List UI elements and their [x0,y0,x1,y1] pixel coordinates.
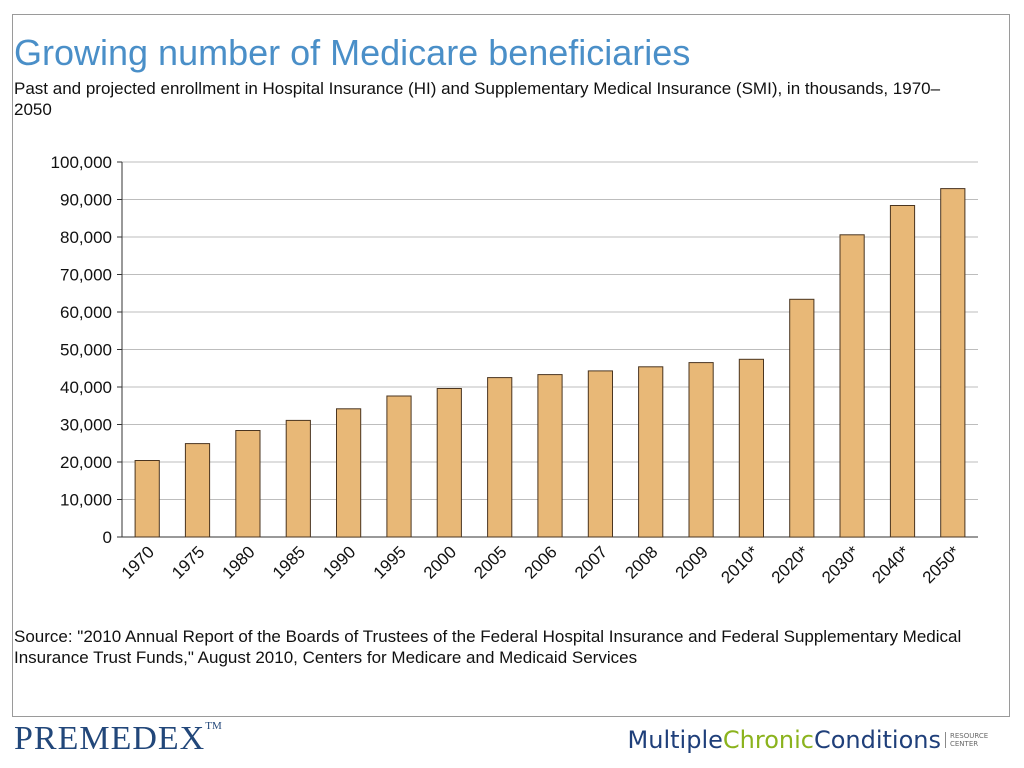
y-tick-label: 20,000 [60,453,112,472]
x-tick-label: 1990 [319,542,359,582]
x-tick-label: 1975 [168,542,208,582]
mcc-logo-word-conditions: Conditions [813,726,941,754]
bar-2006 [537,374,563,538]
y-tick-label: 80,000 [60,228,112,247]
bar-1995 [386,395,412,538]
x-tick-label: 1970 [118,542,158,582]
bar-2010-projected [738,358,764,538]
bar-1970 [134,460,160,538]
premedex-logo-text: PREMEDEX [14,720,206,757]
x-tick-label: 2008 [621,542,661,582]
multiple-chronic-conditions-logo: MultipleChronicConditions RESOURCE CENTER [628,726,994,754]
premedex-trademark: TM [205,720,222,732]
x-tick-label: 2007 [571,542,611,582]
mcc-logo-center: CENTER [950,740,979,748]
bar-1980 [235,430,261,538]
chart-source-note: Source: "2010 Annual Report of the Board… [14,627,962,667]
x-tick-label: 1980 [219,542,259,582]
y-tick-label: 100,000 [51,153,112,172]
x-tick-label: 2010* [717,542,762,587]
y-tick-label: 90,000 [60,191,112,210]
bar-2050-projected [940,188,966,538]
bar-chart: 0 10,000 20,000 30,000 40,000 50,000 60,000 70,… [51,153,978,587]
x-tick-label: 2006 [521,542,561,582]
bar-2008 [638,366,664,538]
x-tick-label: 2030* [818,542,863,587]
mcc-logo-resource-center: RESOURCE CENTER [945,732,994,748]
x-tick-label: 1985 [269,542,309,582]
y-tick-label: 70,000 [60,266,112,285]
chart-title: Growing number of Medicare beneficiaries [14,32,691,73]
bar-2005 [487,377,513,538]
x-tick-label: 2000 [420,542,460,582]
bar-2000 [436,388,462,538]
premedex-logo: PREMEDEXTM [14,720,222,758]
mcc-logo-word-chronic: Chronic [722,726,814,754]
bar-1975 [184,443,211,538]
y-tick-label: 40,000 [60,378,112,397]
bar-1985 [285,419,311,538]
x-tick-label: 1995 [370,542,410,582]
y-tick-label: 60,000 [60,303,112,322]
mcc-logo-word-multiple: Multiple [627,726,723,754]
y-tick-label: 50,000 [60,341,112,360]
x-tick-label: 2050* [919,542,964,587]
x-tick-label: 2020* [768,542,813,587]
bar-1990 [336,408,362,538]
bar-2009 [688,362,714,538]
bar-2020-projected [789,298,815,538]
y-tick-label: 10,000 [60,491,112,510]
bar-2040-projected [889,205,916,538]
y-tick-label: 0 [103,528,112,547]
bar-2030-projected [839,234,865,538]
chart-subtitle: Past and projected enrollment in Hospita… [14,79,941,119]
bar-2007 [587,370,613,538]
x-tick-label: 2040* [868,542,913,587]
x-tick-label: 2009 [672,542,712,582]
mcc-logo-resource: RESOURCE [950,732,989,740]
x-tick-label: 2005 [470,542,510,582]
y-tick-label: 30,000 [60,416,112,435]
